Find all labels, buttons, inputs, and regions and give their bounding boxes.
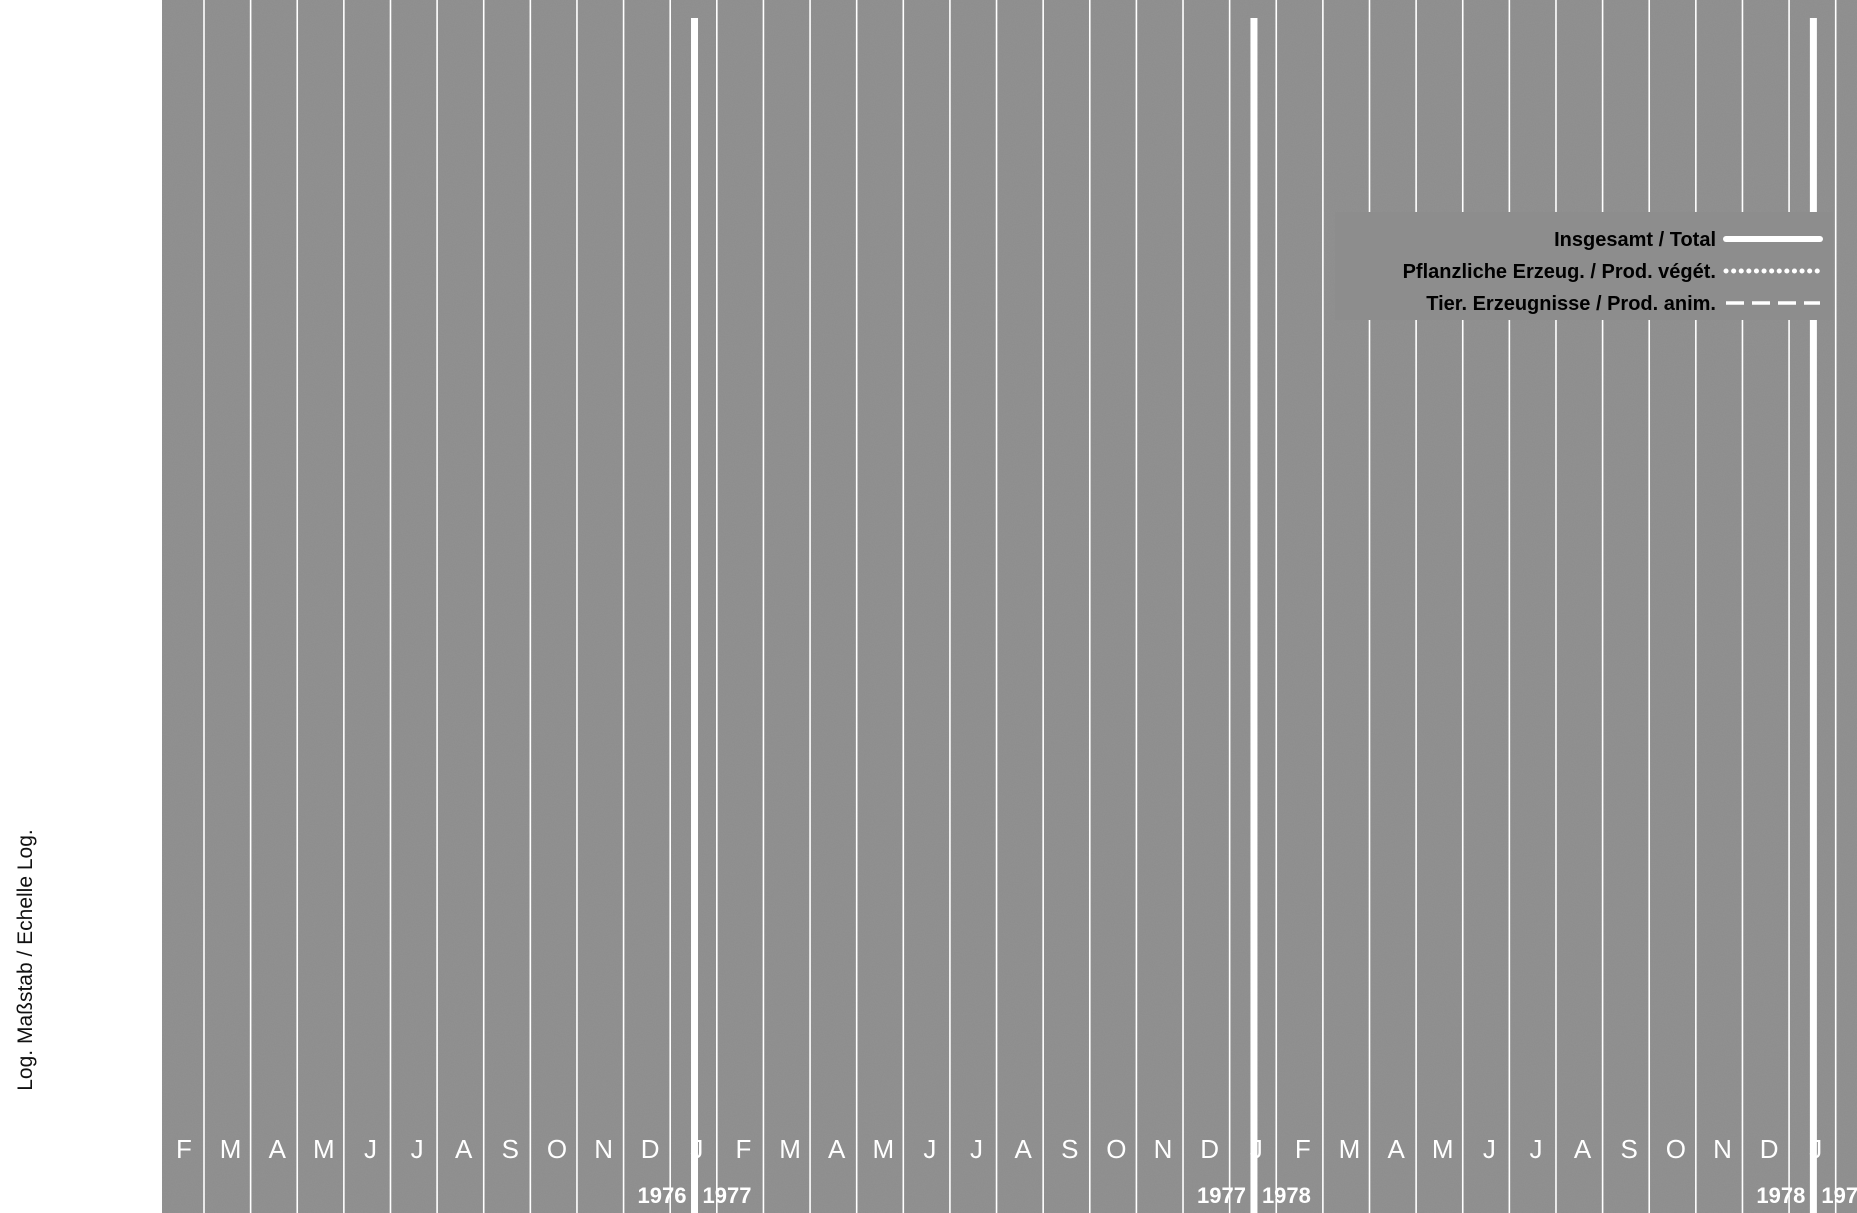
legend-label: Pflanzliche Erzeug. / Prod. végét.: [1403, 261, 1716, 283]
month-label: F: [176, 1134, 192, 1164]
month-label: J: [1483, 1134, 1496, 1164]
month-label: S: [1061, 1134, 1078, 1164]
y-axis-title: Log. Maßstab / Echelle Log.: [14, 829, 37, 1091]
month-label: J: [1529, 1134, 1542, 1164]
month-label: N: [594, 1134, 613, 1164]
month-label: A: [1387, 1134, 1405, 1164]
month-label: M: [1339, 1134, 1361, 1164]
month-label: M: [220, 1134, 242, 1164]
month-label: A: [828, 1134, 846, 1164]
month-label: A: [1014, 1134, 1032, 1164]
month-label: A: [269, 1134, 287, 1164]
month-label: D: [641, 1134, 660, 1164]
month-label: N: [1154, 1134, 1173, 1164]
grid-layer: [203, 0, 1837, 1213]
month-label: D: [1200, 1134, 1219, 1164]
month-label: F: [1295, 1134, 1311, 1164]
month-label: J: [690, 1134, 703, 1164]
month-label: O: [1106, 1134, 1126, 1164]
year-label: 1976: [638, 1183, 687, 1208]
year-label: 1978: [1262, 1183, 1311, 1208]
year-label: 1978: [1756, 1183, 1805, 1208]
year-label: 1977: [703, 1183, 752, 1208]
month-label: S: [1621, 1134, 1638, 1164]
legend: Insgesamt / Total Pflanzliche Erzeug. / P…: [1335, 212, 1833, 320]
month-label: M: [872, 1134, 894, 1164]
month-label: A: [455, 1134, 473, 1164]
month-label: S: [502, 1134, 519, 1164]
month-label: F: [735, 1134, 751, 1164]
legend-label: Insgesamt / Total: [1554, 229, 1716, 251]
month-label: J: [364, 1134, 377, 1164]
month-label: J: [1809, 1134, 1822, 1164]
month-label: M: [779, 1134, 801, 1164]
month-label: M: [1432, 1134, 1454, 1164]
month-label: A: [1574, 1134, 1592, 1164]
legend-box: [1335, 212, 1833, 320]
plot-texture: [162, 0, 1857, 1213]
month-label: J: [923, 1134, 936, 1164]
year-label: 197: [1821, 1183, 1857, 1208]
x-axis-year-labels: 1976 1977 1977 1978 1978 197: [638, 1183, 1857, 1208]
legend-label: Tier. Erzeugnisse / Prod. anim.: [1426, 293, 1716, 315]
month-label: J: [1250, 1134, 1263, 1164]
month-label: D: [1760, 1134, 1779, 1164]
month-label: O: [1666, 1134, 1686, 1164]
month-label: J: [411, 1134, 424, 1164]
year-label: 1977: [1197, 1183, 1246, 1208]
month-label: J: [970, 1134, 983, 1164]
month-label: O: [547, 1134, 567, 1164]
month-label: N: [1713, 1134, 1732, 1164]
month-label: M: [313, 1134, 335, 1164]
